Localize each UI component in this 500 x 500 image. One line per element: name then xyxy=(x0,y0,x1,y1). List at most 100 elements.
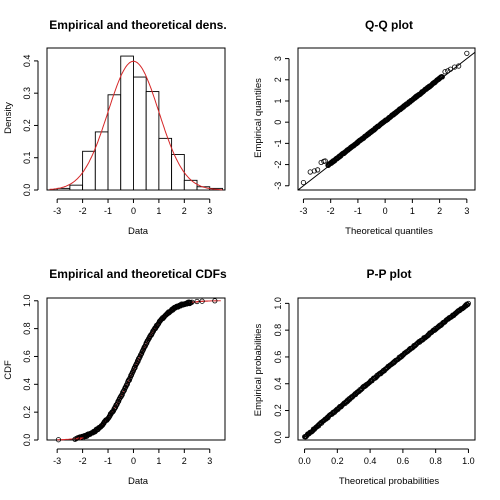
x-tick-label: 0 xyxy=(131,206,136,216)
histogram-bar xyxy=(171,154,185,191)
x-tick-label: 0.0 xyxy=(298,456,311,466)
y-tick-label: -1 xyxy=(273,139,283,147)
density-ylabel: Density xyxy=(3,102,14,134)
qq-title: Q-Q plot xyxy=(365,18,413,32)
x-tick-label: 3 xyxy=(207,456,212,466)
y-tick-label: -3 xyxy=(273,182,283,190)
pp-ylabel: Empirical probabilities xyxy=(253,324,264,417)
x-tick-label: -3 xyxy=(299,206,307,216)
y-tick-label: 0.4 xyxy=(22,55,32,68)
y-tick-label: 0.0 xyxy=(22,434,32,447)
qq-point xyxy=(300,179,307,186)
qq-point xyxy=(442,69,448,75)
x-tick-label: 1 xyxy=(410,206,415,216)
y-tick-label: 0.6 xyxy=(273,351,283,364)
histogram-bar xyxy=(69,184,84,191)
y-tick-label: 0 xyxy=(273,120,283,125)
cdf-plot-area: -3 -2 -1 0 1 2 3 0.0 0.2 0.4 0.6 0.8 1.0 xyxy=(22,295,221,466)
cdf-xlabel: Data xyxy=(128,476,149,487)
x-tick-label: 0 xyxy=(131,456,136,466)
qq-point xyxy=(439,74,445,80)
panel-density: Empirical and theoretical dens. Data Den… xyxy=(3,18,227,237)
qq-point xyxy=(447,66,454,72)
y-tick-label: 1.0 xyxy=(22,295,32,308)
y-tick-label: -2 xyxy=(273,161,283,169)
histogram-bar xyxy=(183,179,198,191)
histogram-bar xyxy=(94,131,109,191)
y-tick-label: 0.8 xyxy=(22,322,32,335)
x-tick-label: 1.0 xyxy=(462,456,475,466)
x-tick-label: 2 xyxy=(437,206,442,216)
x-tick-label: -2 xyxy=(79,206,87,216)
x-tick-label: 1 xyxy=(156,456,161,466)
x-tick-label: 0.4 xyxy=(364,456,377,466)
pp-plot-area: 0.0 0.2 0.4 0.6 0.8 1.0 0.0 0.2 0.4 0.6 0.8 1.0 xyxy=(273,297,475,466)
histogram-bar xyxy=(158,137,173,191)
pp-plot-box xyxy=(297,297,476,441)
histogram-bar xyxy=(133,76,147,191)
x-tick-label: 3 xyxy=(464,206,469,216)
ecdf-point xyxy=(74,435,81,441)
ecdf-point xyxy=(124,381,130,387)
y-tick-label: 0.4 xyxy=(273,377,283,390)
x-tick-label: -3 xyxy=(53,456,61,466)
x-tick-label: 1 xyxy=(156,206,161,216)
x-tick-label: -2 xyxy=(79,456,87,466)
panel-qq: Q-Q plot Theoretical quantiles Empirical… xyxy=(253,18,476,237)
y-tick-label: 0.1 xyxy=(22,151,32,164)
pp-title: P-P plot xyxy=(366,267,411,281)
cdf-plot-box xyxy=(46,297,226,441)
qq-point xyxy=(315,167,321,173)
qq-point xyxy=(456,63,462,69)
y-tick-label: 0.8 xyxy=(273,324,283,337)
y-tick-label: 0.3 xyxy=(22,87,32,100)
qq-plot-area: -3 -2 -1 0 1 2 3 -3 -2 -1 0 1 2 3 xyxy=(273,50,476,216)
y-tick-label: 2 xyxy=(273,77,283,82)
cdf-title: Empirical and theoretical CDFs xyxy=(49,267,227,281)
x-tick-label: 0 xyxy=(383,206,388,216)
qq-plot-box xyxy=(297,47,476,191)
qq-point xyxy=(322,158,328,164)
qq-xlabel: Theoretical quantiles xyxy=(345,226,433,237)
x-tick-label: 0.6 xyxy=(397,456,410,466)
y-tick-label: 0.0 xyxy=(22,184,32,197)
y-tick-label: 1 xyxy=(273,98,283,103)
density-title: Empirical and theoretical dens. xyxy=(49,18,226,32)
qq-point xyxy=(311,168,317,174)
y-tick-label: 0.4 xyxy=(22,378,32,391)
qq-point xyxy=(464,50,470,56)
x-tick-label: 2 xyxy=(182,456,187,466)
histogram-bar xyxy=(120,55,134,191)
pp-point xyxy=(465,300,471,306)
ecdf-point xyxy=(212,298,218,304)
pp-xlabel: Theoretical probabilities xyxy=(339,476,440,487)
x-tick-label: -1 xyxy=(104,456,112,466)
y-tick-label: 0.0 xyxy=(273,431,283,444)
x-tick-label: 2 xyxy=(182,206,187,216)
density-plot-area: -3 -2 -1 0 1 2 3 0.0 0.1 0.2 0.3 0.4 xyxy=(22,55,223,216)
x-tick-label: -3 xyxy=(53,206,61,216)
ecdf-point xyxy=(199,298,205,304)
x-tick-label: 0.8 xyxy=(429,456,442,466)
x-tick-label: -1 xyxy=(104,206,112,216)
panel-pp: P-P plot Theoretical probabilities Empir… xyxy=(253,267,476,487)
density-xlabel: Data xyxy=(128,226,149,237)
x-tick-label: 0.2 xyxy=(331,456,344,466)
ecdf-point xyxy=(189,299,195,305)
y-tick-label: 0.2 xyxy=(22,119,32,132)
y-tick-label: 1.0 xyxy=(273,297,283,310)
x-tick-label: -1 xyxy=(354,206,362,216)
cdf-ylabel: CDF xyxy=(3,360,14,380)
y-tick-label: 0.2 xyxy=(273,404,283,417)
ecdf-point xyxy=(194,298,200,305)
x-tick-label: 3 xyxy=(207,206,212,216)
y-tick-label: 0.6 xyxy=(22,350,32,363)
y-tick-label: 3 xyxy=(273,56,283,61)
ecdf-point xyxy=(141,344,147,350)
theoretical-density-curve xyxy=(49,60,223,191)
qq-ylabel: Empirical quantiles xyxy=(253,78,264,158)
x-tick-label: -2 xyxy=(327,206,335,216)
qq-point xyxy=(445,68,451,74)
histogram-bar xyxy=(107,94,122,191)
